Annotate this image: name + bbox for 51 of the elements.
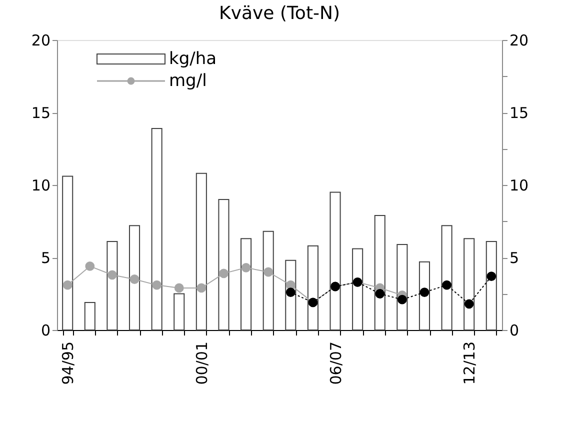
x-tick-label: 12/13	[460, 342, 479, 385]
chart-title: Kväve (Tot-N)	[219, 3, 340, 24]
legend-label: kg/ha	[169, 49, 217, 69]
point	[62, 280, 72, 290]
legend-label: mg/l	[169, 71, 207, 91]
bar	[486, 241, 497, 330]
point	[486, 272, 496, 282]
point	[108, 270, 117, 280]
point	[464, 299, 474, 309]
x-tick-label: 94/95	[59, 342, 78, 385]
bar	[262, 230, 274, 330]
bar	[128, 225, 140, 330]
point	[219, 268, 228, 278]
y2-tick-label: 0	[510, 322, 520, 340]
y2-tick-label: 5	[510, 249, 520, 267]
point	[420, 288, 430, 297]
point	[85, 262, 95, 271]
y-tick-label: 20	[31, 32, 50, 50]
point	[174, 283, 184, 293]
bar	[240, 238, 252, 330]
point	[286, 280, 296, 290]
bar	[174, 293, 185, 330]
bar	[106, 241, 118, 330]
point	[241, 262, 251, 272]
y-tick-label: 5	[40, 249, 50, 267]
point	[397, 294, 407, 304]
bar	[330, 192, 341, 330]
bar	[62, 176, 74, 330]
y-tick-label: 15	[31, 104, 50, 122]
y-tick-label: 0	[40, 322, 50, 340]
x-tick-label: 06/07	[326, 342, 345, 385]
y-tick-label: 10	[31, 176, 50, 194]
point	[152, 280, 162, 290]
y2-tick-label: 15	[510, 104, 529, 122]
bar	[151, 128, 162, 330]
y2-tick-label: 10	[510, 176, 529, 194]
bar	[196, 172, 207, 330]
bar	[218, 199, 230, 330]
bar	[307, 245, 318, 330]
point	[130, 274, 140, 284]
bar	[464, 238, 475, 330]
x-tick-label: 00/01	[192, 342, 211, 385]
y2-tick-label: 20	[510, 32, 529, 50]
bar	[352, 248, 364, 330]
bar	[84, 302, 96, 330]
point	[196, 283, 206, 293]
point	[375, 289, 385, 298]
point	[442, 280, 452, 290]
bar	[441, 225, 452, 330]
point	[264, 267, 274, 277]
point	[286, 288, 296, 297]
